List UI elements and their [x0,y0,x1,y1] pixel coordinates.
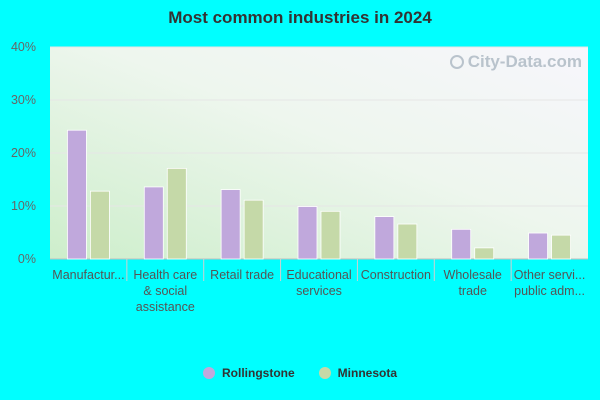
bar-minnesota [166,167,187,260]
legend: Rollingstone Minnesota [0,366,600,380]
x-tick-label: Wholesale [444,268,502,282]
bar-minnesota [320,210,341,260]
y-tick-label: 30% [11,93,36,107]
x-tick-label: Retail trade [210,268,274,282]
chart-title: Most common industries in 2024 [168,8,432,27]
x-tick-label: Other servi... [514,268,586,282]
legend-swatch [202,367,215,379]
x-tick-label: Health care [133,268,197,282]
bar-rollingstone [297,206,318,260]
bar-rollingstone [528,232,548,260]
legend-label: Rollingstone [221,366,295,380]
bar-minnesota [551,234,571,260]
bar-minnesota [397,223,418,260]
y-tick-label: 10% [11,199,36,213]
x-tick-label: & social [143,284,187,298]
y-tick-label: 0% [18,252,36,266]
x-tick-label: Manufactur... [52,268,124,282]
bar-rollingstone [143,186,164,260]
bar-minnesota [243,199,264,260]
bar-rollingstone [220,189,241,260]
legend-swatch [318,367,331,379]
y-tick-label: 40% [11,40,36,54]
legend-label: Minnesota [337,366,397,380]
x-tick-label: services [296,284,342,298]
x-tick-label: Construction [361,268,431,282]
x-tick-label: public adm... [514,284,585,298]
watermark-text: City-Data.com [467,52,582,71]
legend-item: Rollingstone [202,366,295,380]
y-tick-label: 20% [11,146,36,160]
x-tick-label: trade [458,284,487,298]
bar-minnesota [474,247,495,260]
bar-rollingstone [374,216,395,260]
watermark: City-Data.com [449,52,582,72]
bar-minnesota [90,190,110,260]
magnifier-icon [449,55,464,69]
bar-rollingstone [451,228,472,260]
legend-item: Minnesota [318,366,397,380]
x-tick-label: Educational [286,268,351,282]
x-tick-label: assistance [136,300,195,314]
bar-rollingstone [67,129,87,260]
